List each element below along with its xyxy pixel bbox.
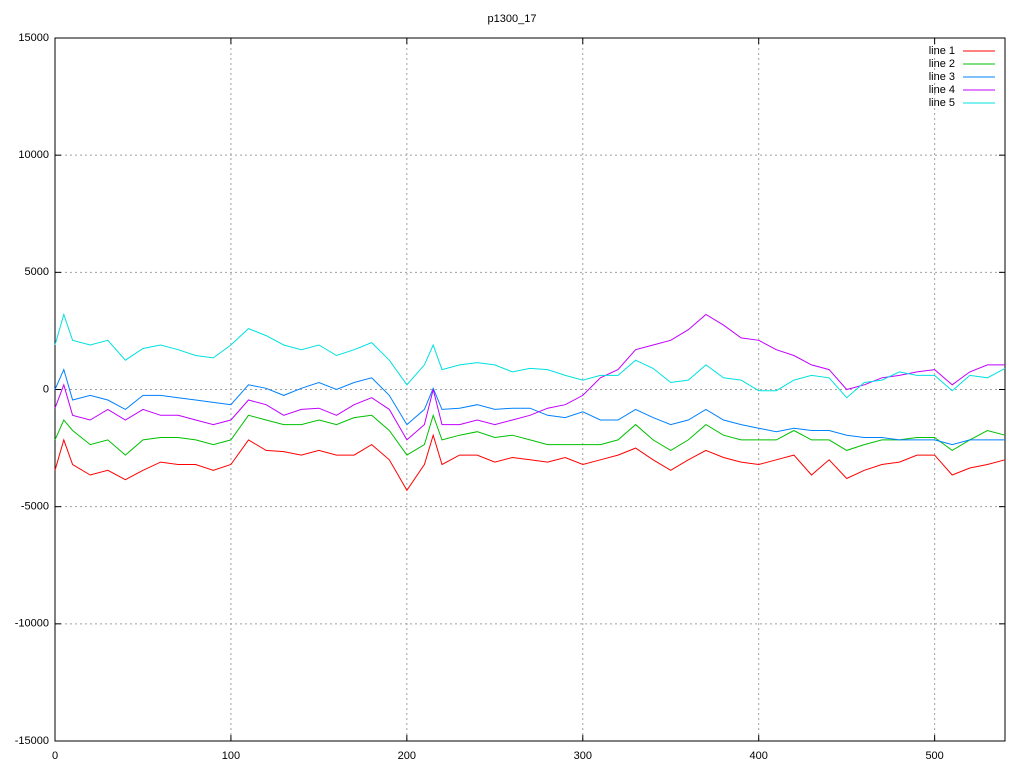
y-tick-label: 10000 <box>18 149 49 161</box>
x-tick-label: 400 <box>750 750 768 762</box>
y-tick-label: -15000 <box>15 735 49 747</box>
legend-label: line 5 <box>929 97 955 109</box>
y-tick-label: 5000 <box>25 266 49 278</box>
y-tick-label: -10000 <box>15 618 49 630</box>
legend-label: line 2 <box>929 58 955 70</box>
y-tick-label: -5000 <box>21 501 49 513</box>
series-line <box>54 433 1006 492</box>
x-tick-label: 500 <box>925 750 943 762</box>
chart-title: p1300_17 <box>488 13 537 25</box>
legend-label: line 4 <box>929 84 955 96</box>
series-line <box>54 368 1005 446</box>
series-line <box>54 413 1006 456</box>
x-tick-label: 200 <box>398 750 416 762</box>
legend-label: line 3 <box>929 71 955 83</box>
x-tick-label: 300 <box>574 750 592 762</box>
y-tick-label: 0 <box>43 383 49 395</box>
x-tick-label: 100 <box>222 750 240 762</box>
series-line <box>54 313 1005 441</box>
y-tick-label: 15000 <box>18 32 49 44</box>
x-tick-label: 0 <box>52 750 58 762</box>
legend-label: line 1 <box>929 45 955 57</box>
series-line <box>54 312 1006 399</box>
